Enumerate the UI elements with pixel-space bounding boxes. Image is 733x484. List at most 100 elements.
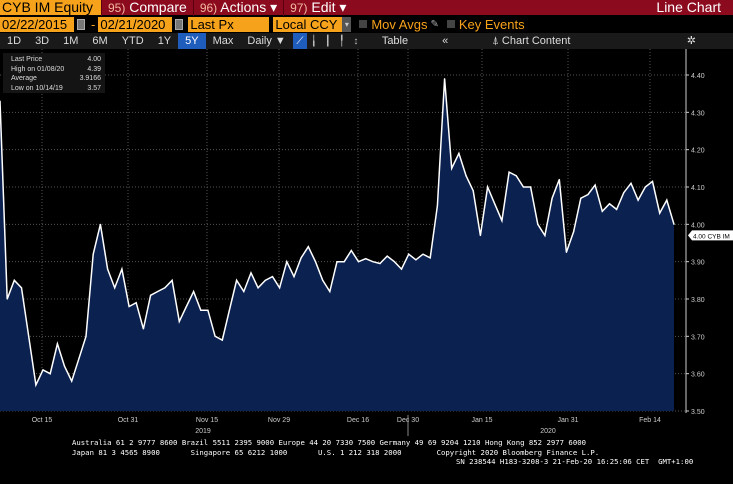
x-tick-label: Jan 31 bbox=[557, 417, 578, 424]
data-point bbox=[379, 262, 381, 265]
data-point bbox=[286, 261, 288, 263]
data-point bbox=[580, 197, 582, 199]
collapse-icon[interactable]: « bbox=[442, 35, 449, 47]
actions-num: 96) bbox=[199, 0, 218, 15]
data-point bbox=[293, 276, 295, 278]
data-point bbox=[149, 294, 152, 296]
data-point bbox=[465, 175, 467, 177]
data-point bbox=[515, 175, 517, 177]
y-tick-label: 3.80 bbox=[691, 297, 705, 304]
data-point bbox=[63, 365, 66, 367]
date-dash: - bbox=[91, 16, 96, 32]
start-date-field[interactable]: 02/22/2015 bbox=[0, 16, 74, 32]
footer-line-1: Australia 61 2 9777 8600 Brazil 5511 239… bbox=[72, 438, 586, 447]
data-point bbox=[558, 178, 560, 181]
data-point bbox=[357, 261, 360, 263]
x-tick-label: Oct 15 bbox=[32, 417, 53, 424]
data-point bbox=[85, 335, 87, 337]
data-point bbox=[99, 223, 101, 225]
candle-chart-icon[interactable]: ┃ bbox=[324, 35, 331, 47]
legend-high: High on 01/08/20 4.39 bbox=[11, 65, 101, 75]
data-point bbox=[372, 261, 374, 263]
period-6m[interactable]: 6M bbox=[92, 35, 108, 47]
data-point bbox=[651, 180, 654, 182]
ohlc-chart-icon[interactable]: ╿ bbox=[338, 35, 345, 47]
field-select[interactable]: Last Px bbox=[188, 16, 270, 32]
data-point bbox=[164, 287, 166, 289]
calendar-icon[interactable] bbox=[175, 18, 184, 30]
y-tick-label: 3.70 bbox=[691, 334, 705, 341]
data-point bbox=[142, 328, 145, 330]
line-chart-icon[interactable]: ⟋ bbox=[292, 33, 307, 49]
key-events-label[interactable]: Key Events bbox=[458, 16, 525, 32]
x-tick-label: Nov 29 bbox=[268, 417, 290, 424]
end-date-field[interactable]: 02/21/2020 bbox=[98, 16, 173, 32]
y-tick-label: 4.00 bbox=[691, 222, 705, 229]
period-1d[interactable]: 1D bbox=[7, 35, 22, 47]
data-point bbox=[35, 384, 37, 386]
data-point bbox=[49, 373, 51, 375]
period-ytd[interactable]: YTD bbox=[121, 35, 144, 47]
data-point bbox=[429, 257, 431, 259]
y-tick-label: 4.30 bbox=[691, 110, 705, 117]
data-point bbox=[221, 339, 223, 341]
data-point bbox=[178, 320, 180, 322]
data-point bbox=[616, 208, 618, 210]
data-point bbox=[106, 268, 109, 270]
actions-button[interactable]: 96) Actions ▾ bbox=[192, 0, 283, 16]
data-point bbox=[42, 369, 44, 371]
data-point bbox=[243, 290, 245, 293]
data-point bbox=[322, 279, 324, 281]
data-point bbox=[343, 261, 345, 263]
legend-last-label: Last Price bbox=[11, 56, 43, 63]
data-point bbox=[329, 290, 331, 293]
chart-content-label: Chart Content bbox=[501, 35, 571, 47]
data-point bbox=[350, 249, 352, 252]
period-max[interactable]: Max bbox=[212, 35, 234, 47]
hl-chart-icon[interactable]: ↕ bbox=[353, 35, 359, 47]
data-point bbox=[6, 298, 8, 300]
chevron-down-icon[interactable]: ▾ bbox=[342, 16, 352, 32]
last-price-tag bbox=[688, 230, 733, 241]
bar-chart-icon[interactable]: ╽ bbox=[310, 35, 317, 47]
pencil-icon[interactable]: ✎ bbox=[430, 18, 439, 30]
data-point bbox=[408, 253, 410, 255]
legend-low-label: Low on 10/14/19 bbox=[11, 84, 63, 92]
data-point bbox=[486, 186, 489, 188]
mov-avgs-label[interactable]: Mov Avgs bbox=[371, 16, 428, 32]
gear-icon[interactable]: ✲ bbox=[686, 35, 696, 47]
period-3d[interactable]: 3D bbox=[35, 35, 50, 47]
footer-line-3: SN 238544 H183-3208-3 21-Feb-20 16:25:06… bbox=[456, 457, 694, 466]
legend-last-value: 4.00 bbox=[87, 56, 101, 63]
table-button[interactable]: Table bbox=[381, 35, 409, 47]
chart-content-button[interactable]: ⍋ Chart Content bbox=[485, 33, 577, 49]
chart-content-icon: ⍋ bbox=[492, 35, 502, 47]
data-point bbox=[608, 203, 611, 205]
compare-button[interactable]: 95) Compare bbox=[101, 0, 193, 16]
x-tick-label: Feb 14 bbox=[639, 417, 661, 424]
mov-avgs-checkbox[interactable] bbox=[359, 20, 368, 28]
period-1y[interactable]: 1Y bbox=[157, 35, 172, 47]
x-tick-label: Oct 31 bbox=[118, 417, 139, 424]
period-5y[interactable]: 5Y bbox=[178, 33, 206, 49]
calendar-icon[interactable] bbox=[77, 18, 85, 30]
legend-low-value: 3.57 bbox=[87, 84, 101, 92]
currency-select[interactable]: Local CCY bbox=[273, 16, 343, 32]
frequency-select[interactable]: Daily ▼ bbox=[247, 35, 286, 47]
data-point bbox=[207, 309, 209, 311]
data-point bbox=[250, 272, 252, 274]
price-chart[interactable]: 4.40 4.30 4.20 4.10 4.00 3.90 3.80 3.70 3.60 3.50… bbox=[0, 49, 733, 440]
data-point bbox=[573, 231, 575, 233]
ticker-field[interactable]: CYB IM Equity bbox=[0, 0, 101, 15]
y-tick-label: 3.50 bbox=[691, 409, 705, 416]
data-point bbox=[214, 335, 216, 337]
period-1m[interactable]: 1M bbox=[63, 35, 79, 47]
last-price-tag-label: 4.00 CYB IM bbox=[693, 233, 730, 240]
key-events-checkbox[interactable] bbox=[446, 20, 455, 28]
data-point bbox=[666, 199, 668, 201]
edit-button[interactable]: 97) Edit ▾ bbox=[283, 0, 352, 16]
year-label: 2020 bbox=[540, 428, 556, 435]
data-point bbox=[257, 287, 259, 289]
data-point bbox=[565, 251, 568, 253]
data-point bbox=[236, 279, 238, 281]
